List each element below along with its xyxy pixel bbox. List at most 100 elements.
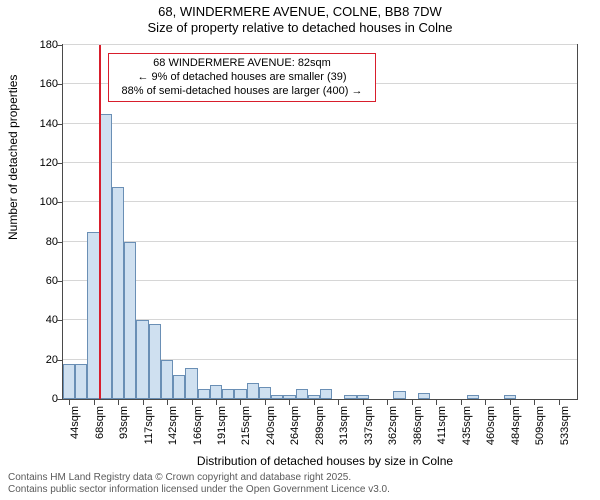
x-tick-label: 533sqm (559, 406, 571, 456)
histogram-bar (418, 393, 430, 399)
histogram-bar (75, 364, 87, 399)
plot-area: 68 WINDERMERE AVENUE: 82sqm← 9% of detac… (62, 44, 578, 400)
x-tick-label: 191sqm (216, 406, 228, 456)
x-tick-label: 44sqm (69, 406, 81, 456)
histogram-bar (222, 389, 234, 399)
histogram-bar (100, 114, 112, 399)
x-tick-mark (69, 400, 70, 405)
histogram-bar (271, 395, 283, 399)
x-tick-mark (436, 400, 437, 405)
histogram-bar (259, 387, 271, 399)
x-tick-label: 362sqm (387, 406, 399, 456)
histogram-bar (308, 395, 320, 399)
footer-line1: Contains HM Land Registry data © Crown c… (8, 472, 390, 484)
histogram-bar (136, 320, 148, 399)
x-tick-label: 313sqm (338, 406, 350, 456)
x-tick-mark (534, 400, 535, 405)
histogram-bar (185, 368, 197, 399)
x-tick-label: 289sqm (314, 406, 326, 456)
x-tick-mark (94, 400, 95, 405)
histogram-bar (344, 395, 356, 399)
y-tick-mark (57, 399, 62, 400)
y-tick-mark (57, 124, 62, 125)
y-tick-label: 60 (26, 275, 58, 287)
y-tick-label: 20 (26, 354, 58, 366)
x-tick-label: 264sqm (289, 406, 301, 456)
histogram-bar (393, 391, 405, 399)
x-tick-mark (192, 400, 193, 405)
x-tick-mark (412, 400, 413, 405)
histogram-bar (357, 395, 369, 399)
y-tick-label: 80 (26, 236, 58, 248)
x-tick-mark (265, 400, 266, 405)
x-tick-mark (289, 400, 290, 405)
reference-marker-line (99, 45, 101, 399)
y-tick-mark (57, 84, 62, 85)
x-tick-label: 460sqm (485, 406, 497, 456)
y-tick-label: 140 (26, 118, 58, 130)
x-tick-mark (387, 400, 388, 405)
x-tick-mark (461, 400, 462, 405)
gridline (63, 123, 577, 124)
x-tick-mark (363, 400, 364, 405)
annotation-box: 68 WINDERMERE AVENUE: 82sqm← 9% of detac… (108, 53, 376, 102)
histogram-bar (149, 324, 161, 399)
x-tick-label: 93sqm (118, 406, 130, 456)
y-tick-label: 160 (26, 78, 58, 90)
x-tick-mark (143, 400, 144, 405)
gridline (63, 280, 577, 281)
footer-line2: Contains public sector information licen… (8, 484, 390, 496)
annotation-line: 88% of semi-detached houses are larger (… (115, 85, 369, 99)
x-tick-label: 240sqm (265, 406, 277, 456)
histogram-bar (161, 360, 173, 399)
gridline (63, 241, 577, 242)
y-tick-mark (57, 163, 62, 164)
x-tick-label: 337sqm (363, 406, 375, 456)
histogram-bar (63, 364, 75, 399)
chart-title-block: 68, WINDERMERE AVENUE, COLNE, BB8 7DW Si… (0, 4, 600, 37)
footer-attribution: Contains HM Land Registry data © Crown c… (8, 472, 390, 496)
histogram-chart: 68, WINDERMERE AVENUE, COLNE, BB8 7DW Si… (0, 0, 600, 500)
x-tick-label: 411sqm (436, 406, 448, 456)
chart-title-line1: 68, WINDERMERE AVENUE, COLNE, BB8 7DW (0, 4, 600, 20)
y-tick-label: 100 (26, 196, 58, 208)
x-tick-label: 68sqm (94, 406, 106, 456)
x-tick-mark (167, 400, 168, 405)
y-tick-mark (57, 281, 62, 282)
histogram-bar (210, 385, 222, 399)
x-tick-mark (510, 400, 511, 405)
y-tick-label: 0 (26, 393, 58, 405)
x-tick-label: 142sqm (167, 406, 179, 456)
gridline (63, 201, 577, 202)
y-tick-label: 120 (26, 157, 58, 169)
x-tick-label: 509sqm (534, 406, 546, 456)
histogram-bar (247, 383, 259, 399)
x-tick-mark (240, 400, 241, 405)
x-tick-mark (118, 400, 119, 405)
histogram-bar (296, 389, 308, 399)
histogram-bar (467, 395, 479, 399)
x-tick-label: 215sqm (240, 406, 252, 456)
x-tick-label: 435sqm (461, 406, 473, 456)
histogram-bar (234, 389, 246, 399)
x-tick-mark (338, 400, 339, 405)
histogram-bar (112, 187, 124, 399)
histogram-bar (283, 395, 295, 399)
x-tick-mark (485, 400, 486, 405)
x-tick-label: 386sqm (412, 406, 424, 456)
x-tick-label: 117sqm (143, 406, 155, 456)
y-axis-label: Number of detached properties (6, 75, 20, 240)
histogram-bar (198, 389, 210, 399)
x-tick-mark (216, 400, 217, 405)
annotation-line: ← 9% of detached houses are smaller (39) (115, 71, 369, 85)
annotation-line: 68 WINDERMERE AVENUE: 82sqm (115, 57, 369, 71)
histogram-bar (124, 242, 136, 399)
y-tick-mark (57, 202, 62, 203)
x-tick-mark (559, 400, 560, 405)
gridline (63, 44, 577, 45)
gridline (63, 162, 577, 163)
histogram-bar (504, 395, 516, 399)
y-tick-mark (57, 45, 62, 46)
x-tick-label: 166sqm (192, 406, 204, 456)
x-tick-mark (314, 400, 315, 405)
